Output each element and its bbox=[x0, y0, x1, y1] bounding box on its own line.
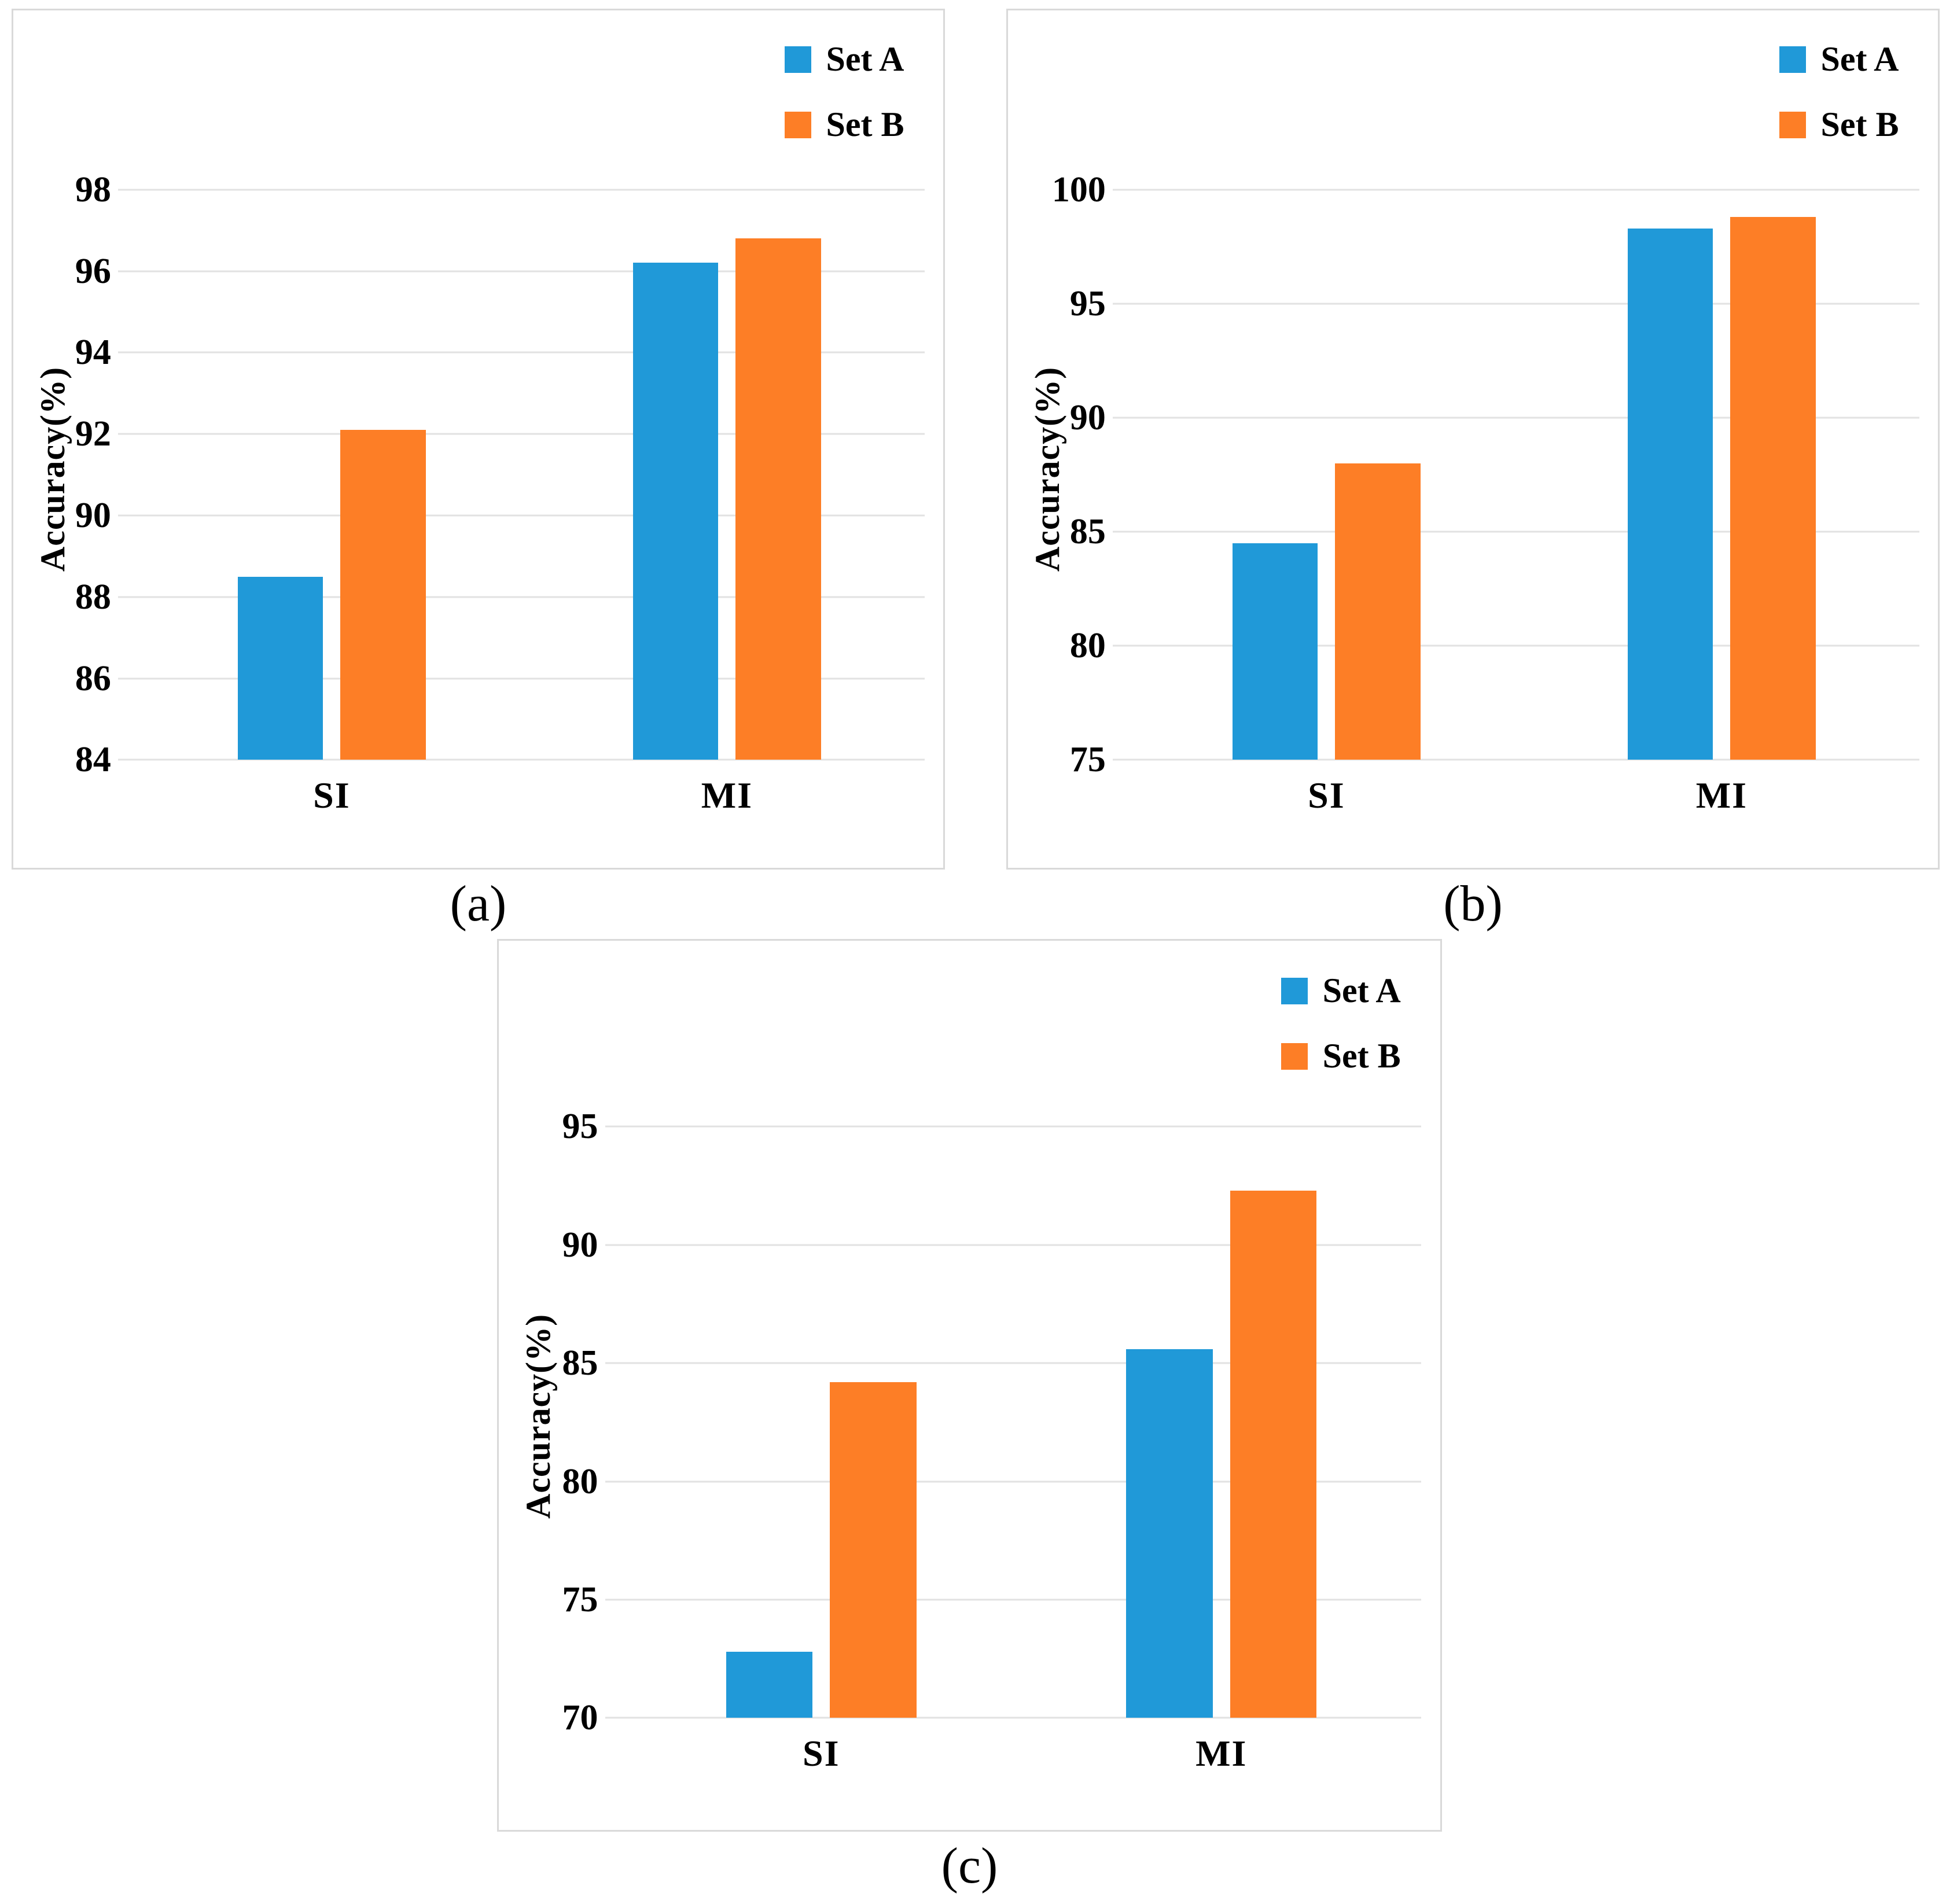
panel-column-a: Set A Set B Accuracy(%) 84 86 88 90 92 94 96 98 S… bbox=[12, 9, 945, 938]
y-axis-title: Accuracy(%) bbox=[1028, 366, 1066, 572]
bar-set-a-si bbox=[726, 1651, 813, 1718]
panel-column-c: Set A Set B Accuracy(%) 70 75 80 85 90 95 SI MI … bbox=[497, 939, 1442, 1900]
y-tick-label: 86 bbox=[75, 658, 111, 698]
gridline bbox=[117, 596, 925, 598]
y-tick-label: 92 bbox=[75, 414, 111, 454]
bar-set-a-mi bbox=[1126, 1349, 1213, 1718]
y-tick-label: 80 bbox=[562, 1461, 598, 1501]
gridline bbox=[605, 1125, 1422, 1128]
x-tick-label: MI bbox=[1695, 775, 1748, 816]
gridline bbox=[605, 1599, 1422, 1601]
y-axis-title: Accuracy(%) bbox=[519, 1314, 557, 1519]
gridline bbox=[1112, 645, 1919, 647]
caption-a: (a) bbox=[450, 875, 507, 932]
legend-item-set-a: Set A bbox=[784, 39, 904, 79]
y-tick-label: 85 bbox=[562, 1343, 598, 1383]
bar-set-b-si bbox=[830, 1382, 917, 1718]
gridline bbox=[1112, 417, 1919, 419]
legend-item-set-b: Set B bbox=[1779, 105, 1899, 145]
legend-swatch-set-a bbox=[1281, 977, 1308, 1004]
y-tick-label: 85 bbox=[1069, 512, 1106, 552]
legend-item-set-b: Set B bbox=[1281, 1036, 1401, 1076]
legend-swatch-set-a bbox=[1779, 46, 1806, 73]
gridline bbox=[605, 1481, 1422, 1482]
bar-set-b-si bbox=[340, 430, 426, 760]
y-tick-label: 100 bbox=[1051, 170, 1106, 209]
bar-set-a-si bbox=[237, 576, 323, 760]
legend-swatch-set-b bbox=[1779, 111, 1806, 138]
gridline bbox=[117, 433, 925, 435]
bar-set-b-mi bbox=[735, 238, 821, 760]
legend-item-set-a: Set A bbox=[1779, 39, 1899, 79]
legend-label: Set A bbox=[1322, 971, 1401, 1010]
grid-area: 75 80 85 90 95 100 SI MI bbox=[1052, 172, 1919, 814]
caption-b: (b) bbox=[1443, 875, 1503, 932]
gridline bbox=[117, 758, 925, 761]
y-tick-label: 88 bbox=[75, 577, 111, 617]
chart-panel-b: Set A Set B Accuracy(%) 75 80 85 90 95 100 SI MI bbox=[1006, 9, 1940, 870]
legend-swatch-set-a bbox=[784, 46, 811, 73]
bar-set-a-mi bbox=[1627, 228, 1713, 760]
y-axis-title: Accuracy(%) bbox=[34, 366, 72, 572]
gridline bbox=[605, 1362, 1422, 1364]
chart-panel-c: Set A Set B Accuracy(%) 70 75 80 85 90 95 SI MI bbox=[497, 939, 1442, 1832]
legend: Set A Set B bbox=[1779, 39, 1899, 145]
legend-label: Set A bbox=[826, 40, 904, 79]
legend-item-set-a: Set A bbox=[1281, 971, 1401, 1011]
gridline bbox=[117, 189, 925, 191]
legend-swatch-set-b bbox=[1281, 1043, 1308, 1070]
x-tick-label: MI bbox=[701, 775, 753, 816]
x-tick-label: SI bbox=[802, 1733, 840, 1774]
bottom-row: Set A Set B Accuracy(%) 70 75 80 85 90 95 SI MI … bbox=[497, 939, 1442, 1900]
y-tick-label: 90 bbox=[75, 495, 111, 535]
y-tick-label: 94 bbox=[75, 333, 111, 373]
y-tick-label: 98 bbox=[75, 170, 111, 209]
grid-area: 84 86 88 90 92 94 96 98 SI MI bbox=[75, 172, 925, 814]
gridline bbox=[117, 351, 925, 353]
y-tick-label: 90 bbox=[1069, 397, 1106, 437]
legend: Set A Set B bbox=[1281, 971, 1401, 1076]
bar-set-a-mi bbox=[632, 263, 719, 760]
y-tick-label: 84 bbox=[75, 740, 111, 780]
x-tick-label: MI bbox=[1195, 1733, 1248, 1774]
y-tick-label: 95 bbox=[562, 1107, 598, 1147]
gridline bbox=[117, 514, 925, 517]
gridline bbox=[1112, 758, 1919, 761]
caption-c: (c) bbox=[941, 1837, 998, 1894]
y-tick-label: 80 bbox=[1069, 626, 1106, 666]
legend-swatch-set-b bbox=[784, 111, 811, 138]
gridline bbox=[1112, 189, 1919, 191]
legend-label: Set A bbox=[1820, 40, 1899, 79]
y-tick-label: 95 bbox=[1069, 283, 1106, 323]
y-tick-label: 75 bbox=[562, 1579, 598, 1619]
y-tick-label: 90 bbox=[562, 1225, 598, 1265]
gridline bbox=[1112, 303, 1919, 305]
gridline bbox=[605, 1244, 1422, 1246]
legend-label: Set B bbox=[1820, 105, 1899, 144]
y-tick-label: 96 bbox=[75, 251, 111, 291]
x-tick-label: SI bbox=[1308, 775, 1345, 816]
gridline bbox=[605, 1717, 1422, 1719]
x-tick-label: SI bbox=[313, 775, 351, 816]
legend-label: Set B bbox=[1322, 1037, 1401, 1076]
gridline bbox=[117, 677, 925, 679]
panel-column-b: Set A Set B Accuracy(%) 75 80 85 90 95 100 SI MI… bbox=[1006, 9, 1940, 938]
chart-panel-a: Set A Set B Accuracy(%) 84 86 88 90 92 94 96 98 S… bbox=[12, 9, 945, 870]
legend-item-set-b: Set B bbox=[784, 105, 904, 145]
bar-set-b-mi bbox=[1230, 1190, 1317, 1718]
bar-set-a-si bbox=[1232, 543, 1318, 760]
gridline bbox=[117, 270, 925, 272]
y-tick-label: 70 bbox=[562, 1698, 598, 1738]
gridline bbox=[1112, 531, 1919, 533]
legend-label: Set B bbox=[826, 105, 904, 144]
bar-set-b-si bbox=[1335, 463, 1421, 760]
legend: Set A Set B bbox=[784, 39, 904, 145]
top-row: Set A Set B Accuracy(%) 84 86 88 90 92 94 96 98 S… bbox=[12, 9, 1940, 938]
bar-set-b-mi bbox=[1730, 217, 1816, 760]
y-tick-label: 75 bbox=[1069, 740, 1106, 780]
grid-area: 70 75 80 85 90 95 SI MI bbox=[562, 1108, 1422, 1772]
